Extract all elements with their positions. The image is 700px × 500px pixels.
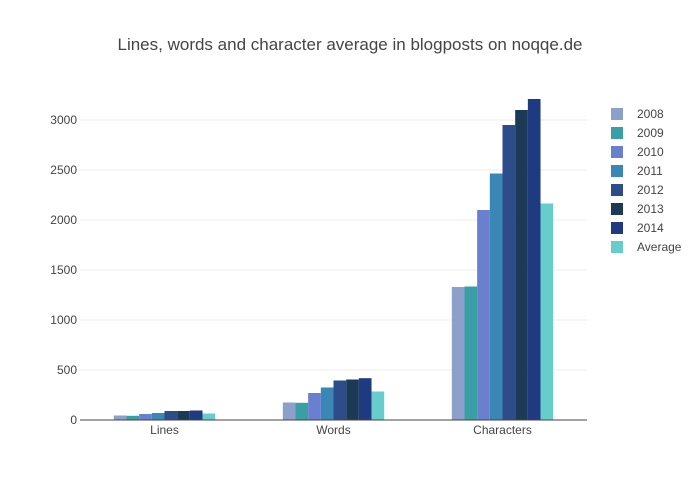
bar[interactable] bbox=[515, 110, 528, 420]
legend-item[interactable]: Average bbox=[611, 240, 682, 254]
legend-label: 2008 bbox=[637, 107, 664, 121]
y-tick-label: 1500 bbox=[50, 263, 77, 277]
legend: 2008 2009 2010 2011 2012 2013 2014 Average bbox=[611, 107, 682, 254]
legend-label: 2009 bbox=[637, 126, 664, 140]
bar[interactable] bbox=[151, 413, 165, 420]
legend-label: 2012 bbox=[637, 183, 664, 197]
bar[interactable] bbox=[333, 380, 347, 421]
y-tick-label: 0 bbox=[70, 413, 77, 427]
bar[interactable] bbox=[189, 410, 203, 421]
axis-layer: 0 500 1000 1500 2000 2500 3000 Lines Words Charac… bbox=[50, 113, 587, 437]
y-tick-label: 3000 bbox=[50, 113, 77, 127]
legend-swatch bbox=[611, 146, 623, 158]
legend-label: 2010 bbox=[637, 145, 664, 159]
legend-item[interactable]: 2008 bbox=[611, 107, 664, 121]
legend-item[interactable]: 2010 bbox=[611, 145, 664, 159]
bar[interactable] bbox=[164, 411, 178, 420]
x-tick-label: Lines bbox=[150, 423, 179, 437]
legend-swatch bbox=[611, 222, 623, 234]
legend-label: Average bbox=[637, 240, 682, 254]
bar[interactable] bbox=[126, 415, 140, 420]
bar[interactable] bbox=[371, 391, 385, 421]
legend-swatch bbox=[611, 165, 623, 177]
chart-title: Lines, words and character average in bl… bbox=[118, 35, 583, 54]
y-tick-label: 2500 bbox=[50, 163, 77, 177]
x-tick-label: Words bbox=[316, 423, 350, 437]
bar[interactable] bbox=[177, 411, 190, 420]
legend-item[interactable]: 2009 bbox=[611, 126, 664, 140]
legend-label: 2011 bbox=[637, 164, 663, 178]
legend-swatch bbox=[611, 203, 623, 215]
bar[interactable] bbox=[464, 286, 478, 421]
bar[interactable] bbox=[320, 387, 334, 421]
legend-label: 2014 bbox=[637, 221, 664, 235]
bar[interactable] bbox=[308, 393, 321, 420]
bar[interactable] bbox=[202, 413, 216, 421]
bar[interactable] bbox=[502, 125, 516, 420]
bar[interactable] bbox=[113, 415, 127, 421]
bar[interactable] bbox=[358, 378, 372, 420]
bar[interactable] bbox=[282, 402, 296, 421]
bar[interactable] bbox=[346, 379, 359, 421]
bar[interactable] bbox=[540, 203, 554, 421]
bar[interactable] bbox=[489, 173, 503, 421]
bar[interactable] bbox=[139, 414, 152, 420]
bar[interactable] bbox=[295, 402, 309, 420]
legend-item[interactable]: 2012 bbox=[611, 183, 664, 197]
legend-item[interactable]: 2014 bbox=[611, 221, 664, 235]
bar[interactable] bbox=[477, 210, 490, 420]
bars-layer bbox=[113, 99, 554, 421]
y-tick-label: 2000 bbox=[50, 213, 77, 227]
bar[interactable] bbox=[527, 99, 541, 420]
x-tick-label: Characters bbox=[473, 423, 532, 437]
y-tick-label: 500 bbox=[57, 363, 77, 377]
legend-item[interactable]: 2011 bbox=[611, 164, 663, 178]
y-tick-label: 1000 bbox=[50, 313, 77, 327]
legend-swatch bbox=[611, 241, 623, 253]
legend-label: 2013 bbox=[637, 202, 664, 216]
legend-swatch bbox=[611, 108, 623, 120]
legend-swatch bbox=[611, 184, 623, 196]
bar[interactable] bbox=[451, 287, 465, 420]
legend-item[interactable]: 2013 bbox=[611, 202, 664, 216]
legend-swatch bbox=[611, 127, 623, 139]
